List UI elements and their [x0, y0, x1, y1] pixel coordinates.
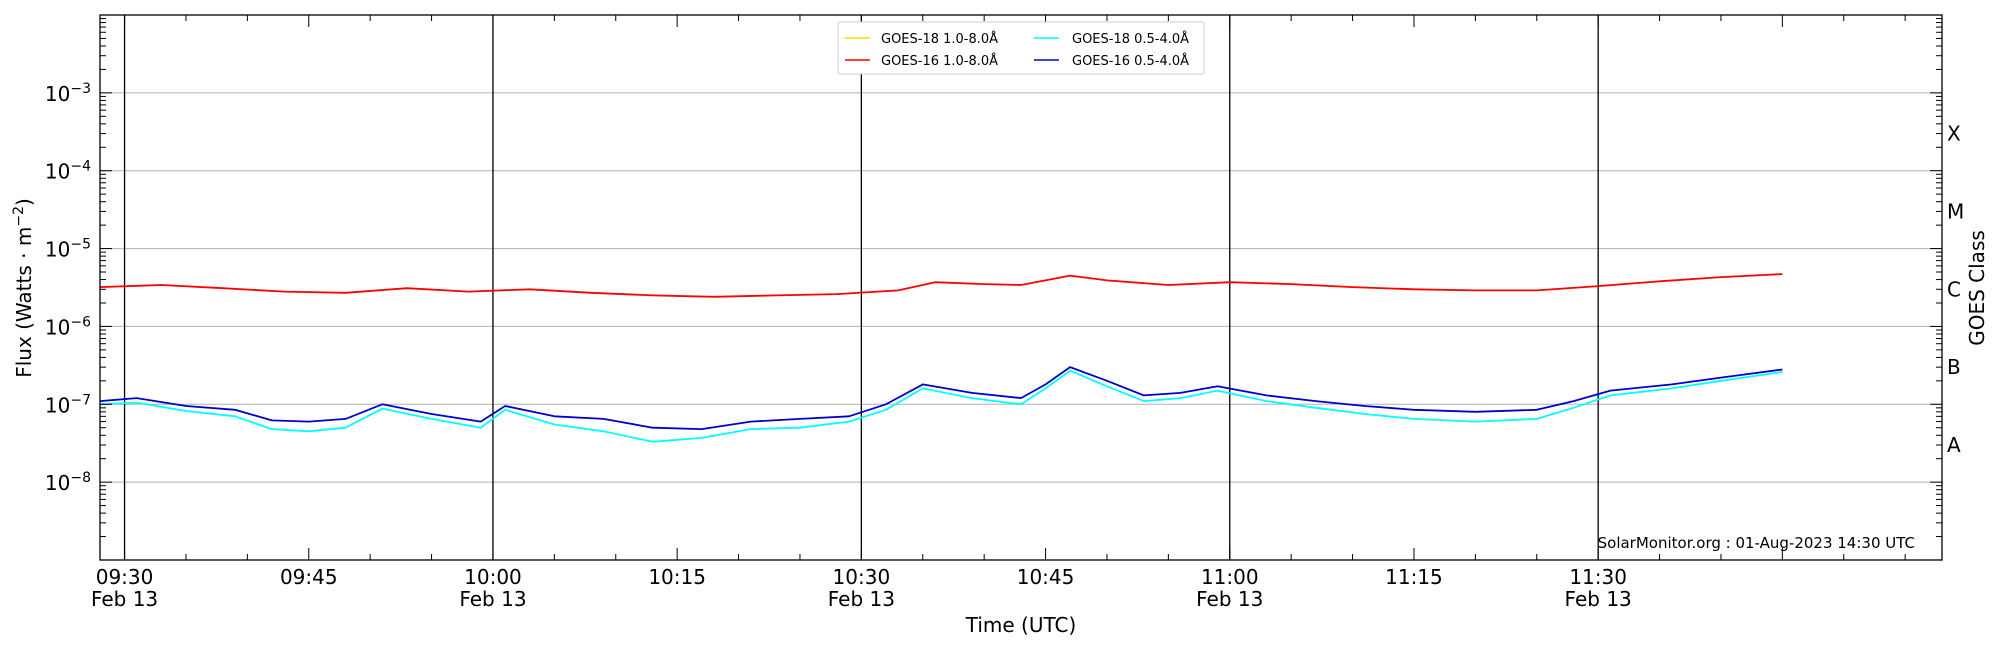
x-tick-date-label: Feb 13 [828, 587, 895, 611]
legend-label-goes18-long: GOES-18 1.0-8.0Å [881, 31, 998, 47]
y-tick-label: 10−6 [45, 314, 91, 339]
x-tick-date-label: Feb 13 [459, 587, 526, 611]
x-tick-date-label: Feb 13 [1196, 587, 1263, 611]
x-tick-date-label: Feb 13 [91, 587, 158, 611]
x-tick-label: 10:45 [1017, 565, 1075, 589]
series-lines [99, 273, 1783, 443]
axis-ticks [100, 15, 1942, 561]
plot-frame [99, 14, 1943, 561]
goes-class-label: C [1947, 277, 1961, 301]
x-tick-label: 09:45 [280, 565, 338, 589]
series-line [99, 369, 1783, 443]
y-axis-title: Flux (Watts · m−2) [11, 198, 36, 378]
legend-label-goes16-short: GOES-16 0.5-4.0Å [1072, 53, 1189, 69]
x-tick-label: 09:30 [96, 565, 154, 589]
goes-class-label: X [1947, 122, 1961, 146]
x-tick-date-label: Feb 13 [1565, 587, 1632, 611]
y-tick-label: 10−4 [45, 159, 91, 184]
watermark: SolarMonitor.org : 01-Aug-2023 14:30 UTC [1598, 534, 1915, 552]
x-tick-label: 11:15 [1385, 565, 1443, 589]
y-tick-label: 10−7 [45, 392, 91, 417]
x-tick-label: 11:00 [1201, 565, 1259, 589]
legend-box [837, 21, 1205, 75]
day-boundary-lines [123, 15, 1599, 560]
x-axis-title: Time (UTC) [965, 613, 1077, 637]
y-tick-label: 10−5 [45, 237, 91, 262]
legend-label-goes16-long: GOES-16 1.0-8.0Å [881, 53, 998, 69]
legend-label-goes18-short: GOES-18 0.5-4.0Å [1072, 31, 1189, 47]
legend: GOES-18 1.0-8.0Å GOES-18 0.5-4.0Å GOES-1… [837, 21, 1205, 75]
x-tick-label: 10:00 [464, 565, 522, 589]
y2-axis-title: GOES Class [1965, 230, 1989, 346]
x-tick-label: 10:30 [833, 565, 891, 589]
series-line [99, 273, 1783, 298]
y-tick-label: 10−3 [45, 81, 91, 106]
y-tick-label: 10−8 [45, 470, 91, 495]
goes-class-label: M [1947, 199, 1964, 223]
series-line [99, 366, 1783, 431]
x-tick-label: 10:15 [648, 565, 706, 589]
goes-class-label: B [1947, 355, 1961, 379]
x-tick-label: 11:30 [1569, 565, 1627, 589]
goes-class-label: A [1947, 433, 1961, 457]
grid-lines [100, 92, 1942, 483]
